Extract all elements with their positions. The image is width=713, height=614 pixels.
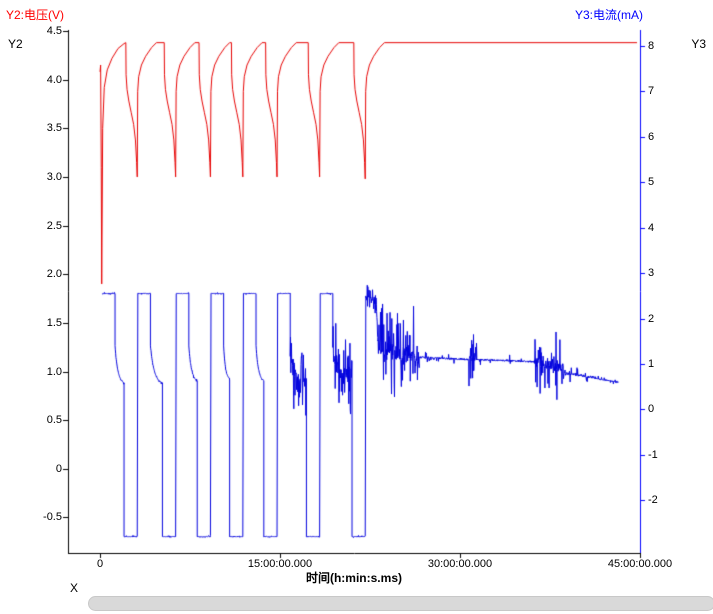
x-axis-name: X	[70, 581, 79, 595]
horizontal-scrollbar[interactable]	[88, 596, 713, 611]
y3-axis-name: Y3	[691, 37, 706, 51]
x-axis-title: 时间(h:min:s.ms)	[305, 571, 402, 585]
y2-axis-title: Y2:电压(V)	[6, 8, 65, 22]
y2-axis-name: Y2	[8, 37, 23, 51]
y3-axis-title: Y3:电流(mA)	[574, 8, 643, 22]
